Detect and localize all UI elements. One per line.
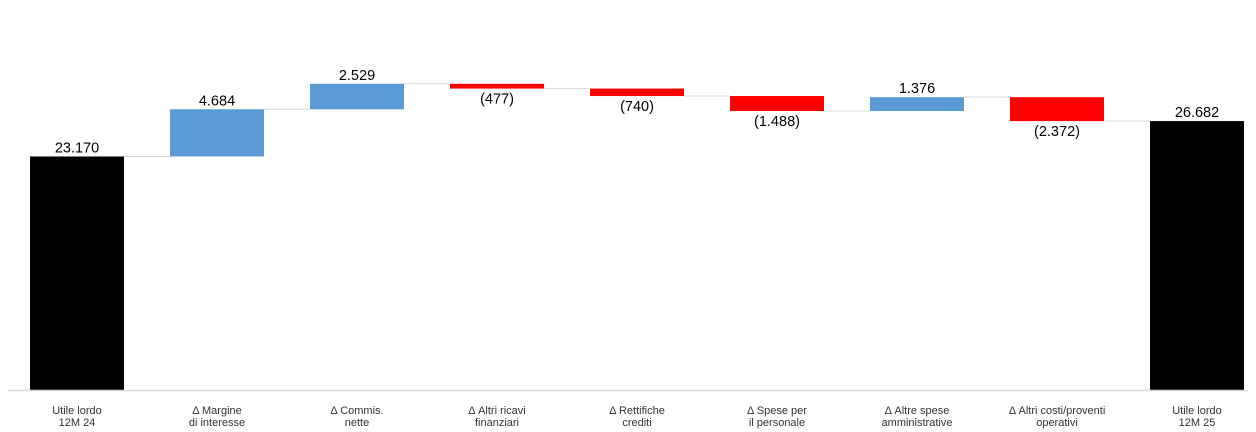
data-label-6: 1.376 — [899, 81, 935, 97]
bar-5 — [730, 96, 824, 112]
bar-8 — [1150, 121, 1244, 391]
x-tick-labels-group: Utile lordo 12M 24 Δ Margine di interesse Δ … — [52, 405, 1222, 429]
bar-1 — [170, 109, 264, 157]
bar-3 — [450, 83, 544, 89]
data-label-5: (1.488) — [754, 114, 800, 130]
bar-0 — [30, 156, 124, 390]
bar-6 — [870, 97, 964, 112]
data-labels-group: 23.170 4.684 2.529 (477) (740) (1.488) 1.376 (2… — [55, 68, 1219, 157]
data-label-3: (477) — [480, 92, 514, 108]
bars-group — [30, 83, 1244, 391]
x-tick-label-7: Δ Altri costi/proventi operativi — [1009, 405, 1106, 429]
bar-2 — [310, 83, 404, 110]
data-label-0: 23.170 — [55, 140, 99, 156]
bar-7 — [1010, 97, 1104, 122]
data-label-7: (2.372) — [1034, 124, 1080, 140]
x-tick-label-2: Δ Commis. nette — [330, 405, 383, 429]
data-label-1: 4.684 — [199, 93, 235, 109]
x-tick-label-6: Δ Altre spese amministrative — [882, 405, 953, 429]
x-tick-label-4: Δ Rettifiche crediti — [609, 405, 665, 429]
x-tick-label-0: Utile lordo 12M 24 — [52, 405, 102, 429]
x-tick-label-3: Δ Altri ricavi finanziari — [468, 405, 525, 429]
data-label-2: 2.529 — [339, 68, 375, 84]
data-label-4: (740) — [620, 99, 654, 115]
data-label-8: 26.682 — [1175, 105, 1219, 121]
x-tick-label-8: Utile lordo 12M 25 — [1172, 405, 1222, 429]
connector-lines — [124, 83, 1150, 157]
x-tick-label-1: Δ Margine di interesse — [189, 405, 245, 429]
x-tick-label-5: Δ Spese per il personale — [747, 405, 807, 429]
bar-4 — [590, 88, 684, 97]
